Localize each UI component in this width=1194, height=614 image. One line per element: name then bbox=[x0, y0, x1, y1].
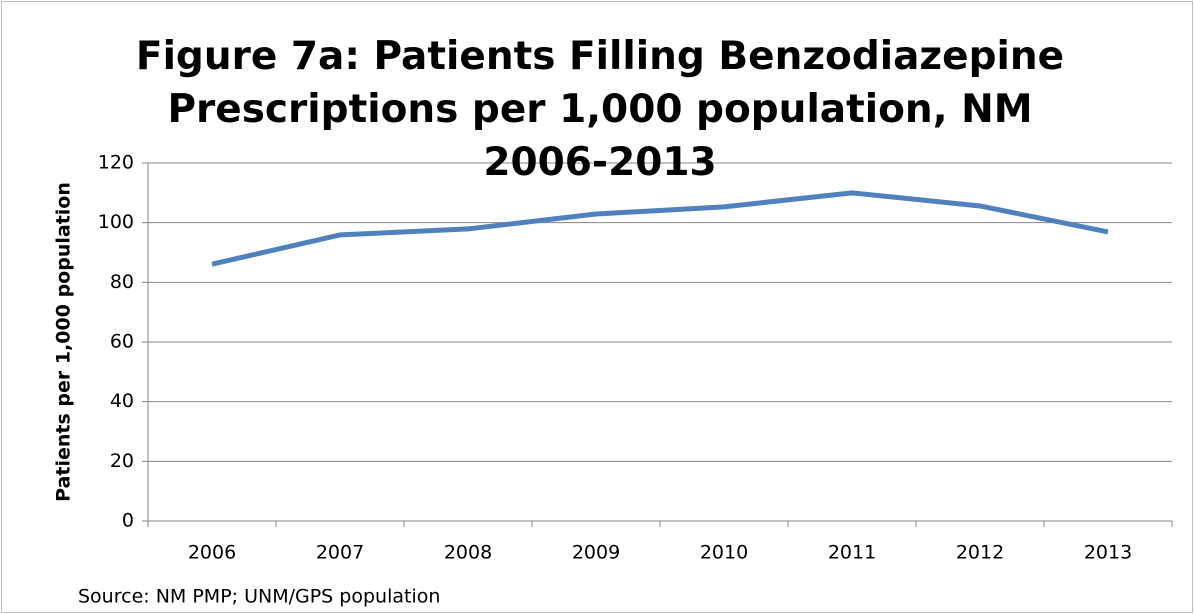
y-tick-label: 20 bbox=[110, 450, 134, 472]
y-axis-label: Patients per 1,000 population bbox=[53, 182, 75, 502]
x-tick-label: 2006 bbox=[188, 542, 236, 564]
y-tick-label: 80 bbox=[110, 271, 134, 293]
x-tick-label: 2012 bbox=[956, 542, 1004, 564]
y-tick-label: 40 bbox=[110, 390, 134, 412]
x-tick-label: 2009 bbox=[572, 542, 620, 564]
source-note: Source: NM PMP; UNM/GPS population bbox=[78, 586, 440, 608]
data-line bbox=[211, 190, 1109, 267]
x-tick-label: 2008 bbox=[444, 542, 492, 564]
y-tick-label: 60 bbox=[110, 331, 134, 353]
x-tick-label: 2007 bbox=[316, 542, 364, 564]
x-tick-label: 2011 bbox=[828, 542, 876, 564]
y-tick-label: 0 bbox=[122, 510, 134, 532]
chart-title: Figure 7a: Patients Filling Benzodiazepi… bbox=[135, 34, 1065, 185]
y-tick-label: 120 bbox=[98, 152, 134, 174]
x-tick-label: 2013 bbox=[1084, 542, 1132, 564]
x-tick-label: 2010 bbox=[700, 542, 748, 564]
y-tick-label: 100 bbox=[98, 211, 134, 233]
